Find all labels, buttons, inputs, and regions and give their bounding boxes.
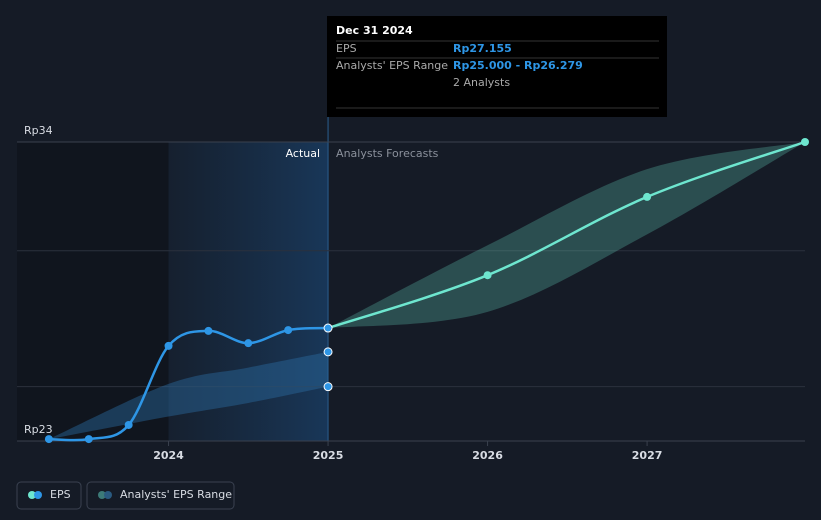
legend-label: Analysts' EPS Range xyxy=(120,488,232,501)
region-label: Actual xyxy=(286,147,320,160)
region-label: Analysts Forecasts xyxy=(336,147,439,160)
forecast-point xyxy=(643,192,652,201)
forecast-point xyxy=(483,271,492,280)
forecast-point xyxy=(801,138,809,146)
tooltip-analysts: 2 Analysts xyxy=(453,76,510,89)
x-tick-label: 2027 xyxy=(632,449,663,462)
eps-point xyxy=(284,326,293,335)
legend-swatch xyxy=(98,491,106,499)
legend-swatch xyxy=(34,491,42,499)
range-point xyxy=(323,347,333,357)
range-point xyxy=(323,382,333,392)
actual-region xyxy=(168,142,329,441)
eps-point xyxy=(204,326,213,335)
x-tick-label: 2025 xyxy=(313,449,344,462)
y-tick-label: Rp23 xyxy=(24,423,53,436)
forecast-line xyxy=(327,140,806,330)
range-area xyxy=(48,351,329,440)
eps-line xyxy=(48,326,329,442)
legend-item[interactable] xyxy=(86,481,235,510)
tooltip-value: Rp27.155 xyxy=(453,42,512,55)
forecast-area xyxy=(328,142,805,329)
legend-swatch xyxy=(104,491,112,499)
eps-point xyxy=(323,323,333,333)
legend-swatch xyxy=(28,491,36,499)
tooltip-value: Rp25.000 - Rp26.279 xyxy=(453,59,583,72)
legend-label: EPS xyxy=(50,488,71,501)
eps-point xyxy=(164,341,173,350)
y-tick-label: Rp34 xyxy=(24,124,53,137)
eps-point xyxy=(84,435,93,444)
eps-point xyxy=(44,435,53,444)
tooltip-label: Analysts' EPS Range xyxy=(336,59,448,72)
eps-point xyxy=(244,339,253,348)
x-tick-label: 2024 xyxy=(153,449,184,462)
past-region xyxy=(17,142,169,441)
tooltip-date: Dec 31 2024 xyxy=(336,24,413,37)
eps-point xyxy=(124,420,133,429)
legend-item[interactable] xyxy=(16,481,82,510)
tooltip-label: EPS xyxy=(336,42,357,55)
tooltip xyxy=(327,16,667,117)
x-tick-label: 2026 xyxy=(472,449,503,462)
